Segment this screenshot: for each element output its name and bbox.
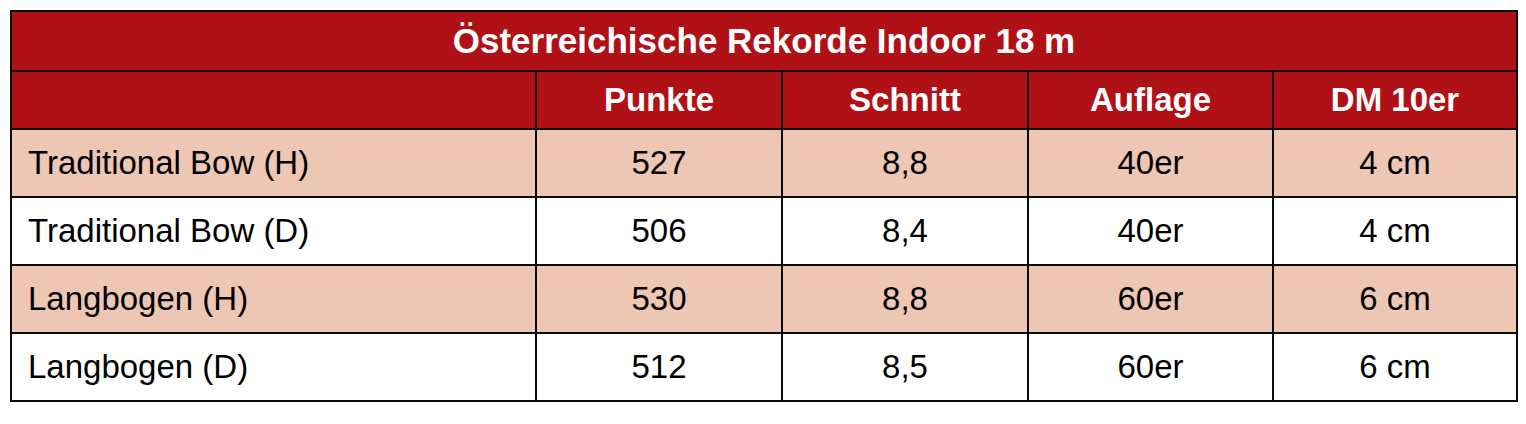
table-row-traditional-bow-h: Traditional Bow (H) 527 8,8 40er 4 cm <box>11 129 1517 197</box>
table-title: Österreichische Rekorde Indoor 18 m <box>11 11 1517 71</box>
header-cell-dm10er: DM 10er <box>1273 71 1517 129</box>
cell-punkte: 530 <box>536 265 782 333</box>
cell-auflage: 40er <box>1028 129 1273 197</box>
cell-schnitt: 8,8 <box>782 129 1028 197</box>
cell-auflage: 60er <box>1028 333 1273 401</box>
header-cell-schnitt: Schnitt <box>782 71 1028 129</box>
table-row-langbogen-d: Langbogen (D) 512 8,5 60er 6 cm <box>11 333 1517 401</box>
cell-dm10er: 4 cm <box>1273 197 1517 265</box>
cell-dm10er: 4 cm <box>1273 129 1517 197</box>
row-label: Traditional Bow (D) <box>11 197 536 265</box>
row-label: Langbogen (H) <box>11 265 536 333</box>
cell-punkte: 512 <box>536 333 782 401</box>
table-row-traditional-bow-d: Traditional Bow (D) 506 8,4 40er 4 cm <box>11 197 1517 265</box>
header-cell-punkte: Punkte <box>536 71 782 129</box>
cell-dm10er: 6 cm <box>1273 333 1517 401</box>
cell-auflage: 60er <box>1028 265 1273 333</box>
cell-dm10er: 6 cm <box>1273 265 1517 333</box>
header-cell-auflage: Auflage <box>1028 71 1273 129</box>
table-header-row: Punkte Schnitt Auflage DM 10er <box>11 71 1517 129</box>
cell-punkte: 506 <box>536 197 782 265</box>
table-title-row: Österreichische Rekorde Indoor 18 m <box>11 11 1517 71</box>
header-cell-empty <box>11 71 536 129</box>
cell-punkte: 527 <box>536 129 782 197</box>
cell-schnitt: 8,8 <box>782 265 1028 333</box>
table-row-langbogen-h: Langbogen (H) 530 8,8 60er 6 cm <box>11 265 1517 333</box>
cell-schnitt: 8,4 <box>782 197 1028 265</box>
row-label: Traditional Bow (H) <box>11 129 536 197</box>
cell-schnitt: 8,5 <box>782 333 1028 401</box>
cell-auflage: 40er <box>1028 197 1273 265</box>
row-label: Langbogen (D) <box>11 333 536 401</box>
records-table: Österreichische Rekorde Indoor 18 m Punk… <box>10 10 1518 402</box>
